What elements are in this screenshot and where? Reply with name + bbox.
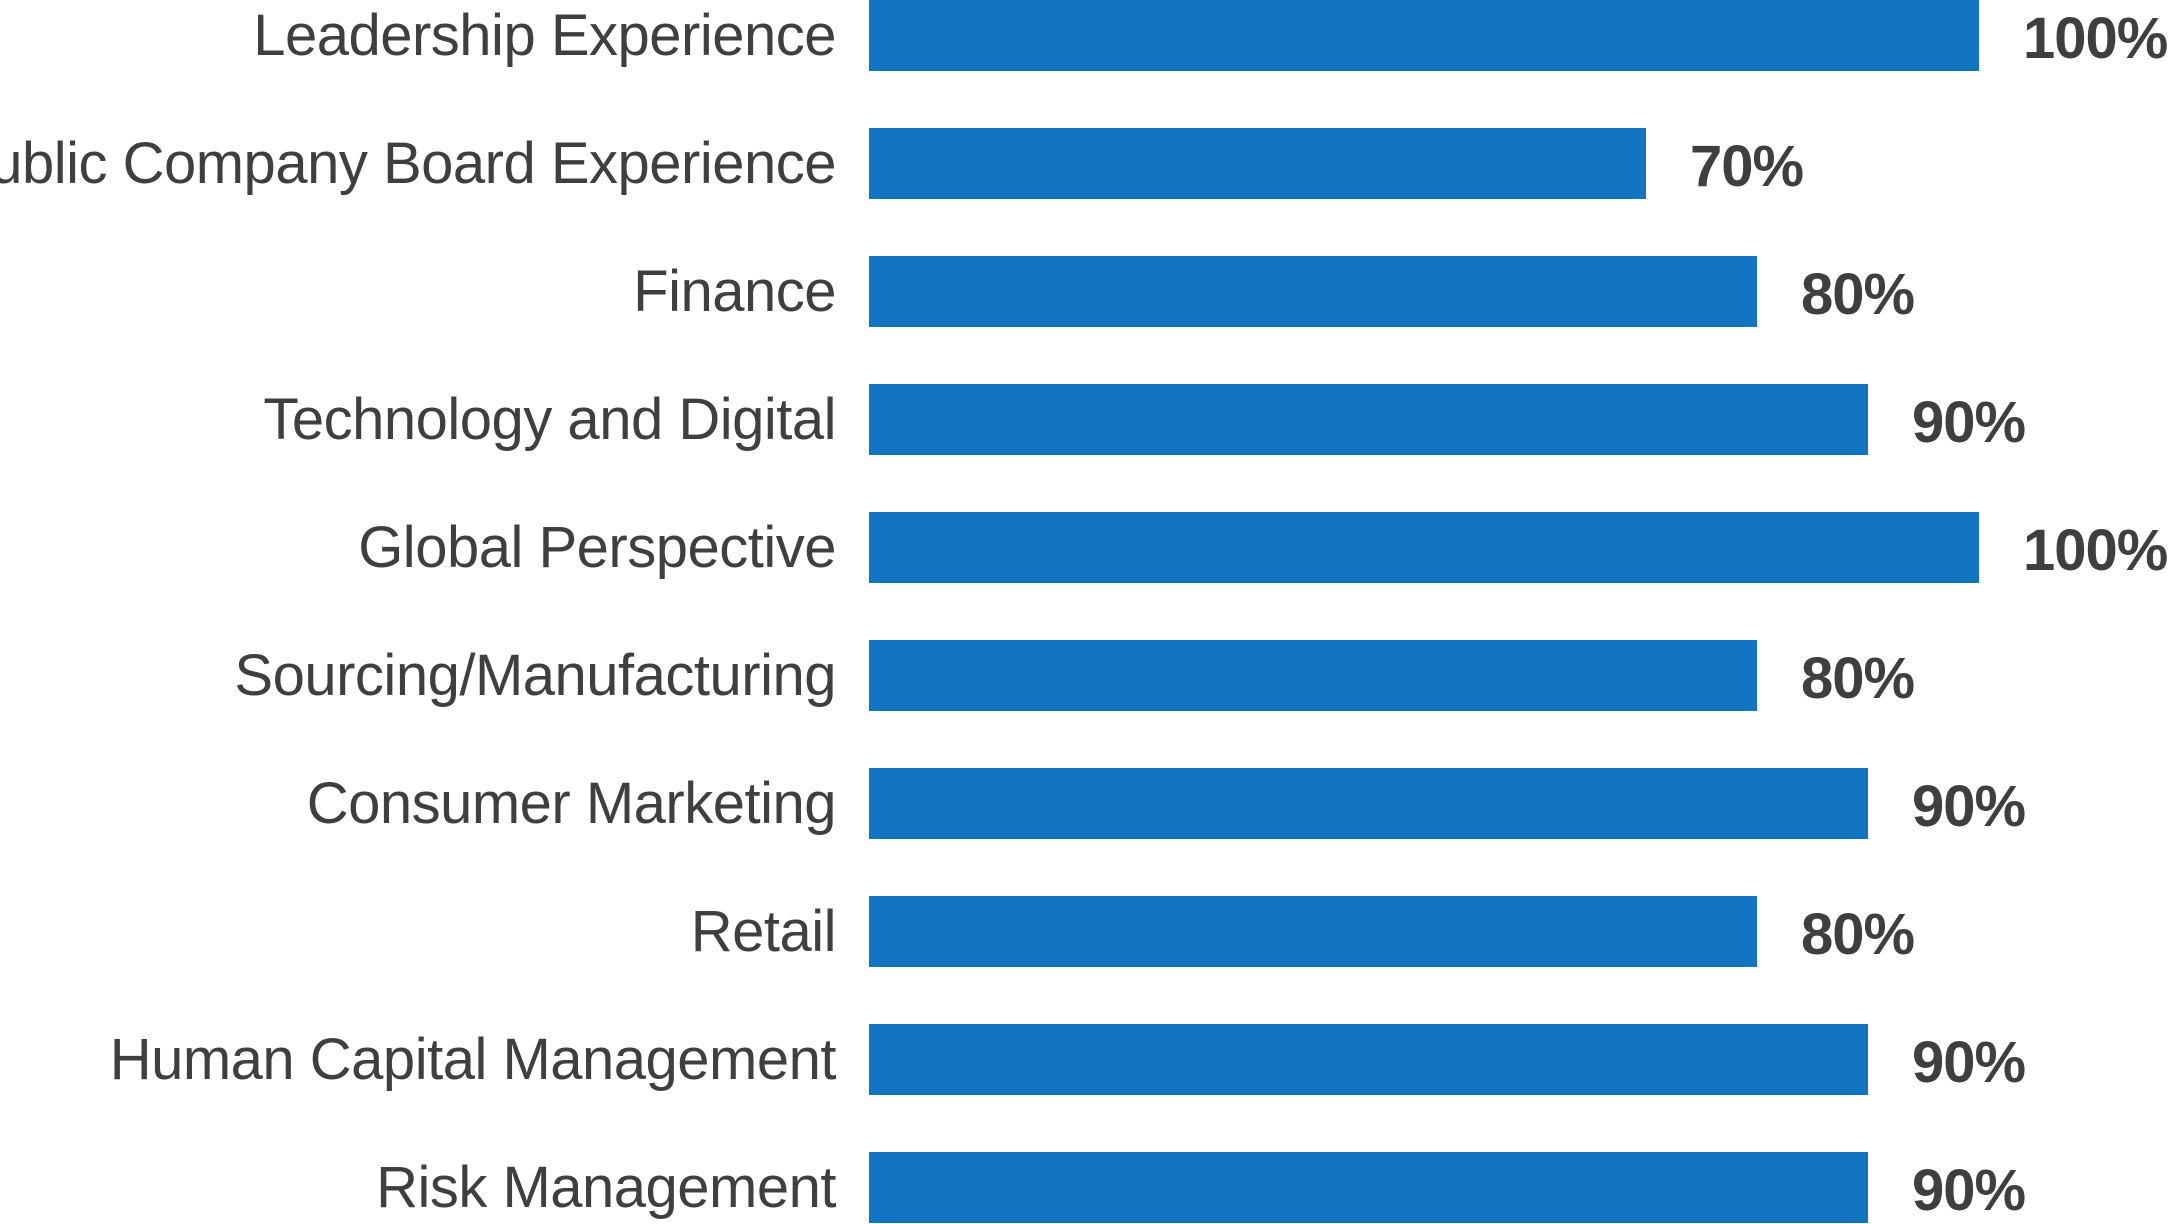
category-label-0: Leadership Experience xyxy=(253,3,836,68)
value-label-2: 80% xyxy=(1801,262,1915,327)
category-label-6: Consumer Marketing xyxy=(307,771,836,836)
bar-5 xyxy=(869,640,1757,711)
bar-8 xyxy=(869,1024,1868,1095)
bar-6 xyxy=(869,768,1868,839)
value-label-3: 90% xyxy=(1912,390,2026,455)
value-label-6: 90% xyxy=(1912,774,2026,839)
value-label-7: 80% xyxy=(1801,902,1915,967)
bars-layer xyxy=(869,0,1979,1223)
category-label-7: Retail xyxy=(691,899,836,964)
value-labels-layer: 100% 70% 80% 90% 100% 80% 90% 80% 90% 90% xyxy=(1690,6,2168,1223)
value-label-8: 90% xyxy=(1912,1030,2026,1095)
value-label-1: 70% xyxy=(1690,134,1804,199)
bar-3 xyxy=(869,384,1868,455)
value-label-0: 100% xyxy=(2023,6,2168,71)
value-label-5: 80% xyxy=(1801,646,1915,711)
category-label-5: Sourcing/Manufacturing xyxy=(234,643,836,708)
category-label-1: Public Company Board Experience xyxy=(0,131,836,196)
bar-1 xyxy=(869,128,1646,199)
bar-4 xyxy=(869,512,1979,583)
value-label-4: 100% xyxy=(2023,518,2168,583)
category-labels-layer: Leadership Experience Public Company Boar… xyxy=(0,3,837,1220)
bar-9 xyxy=(869,1152,1868,1223)
bar-2 xyxy=(869,256,1757,327)
category-label-9: Risk Management xyxy=(376,1155,836,1220)
category-label-4: Global Perspective xyxy=(358,515,836,580)
value-label-9: 90% xyxy=(1912,1158,2026,1223)
bar-0 xyxy=(869,0,1979,71)
category-label-3: Technology and Digital xyxy=(263,387,836,452)
category-label-8: Human Capital Management xyxy=(110,1027,837,1092)
category-label-2: Finance xyxy=(633,259,836,324)
bar-7 xyxy=(869,896,1757,967)
